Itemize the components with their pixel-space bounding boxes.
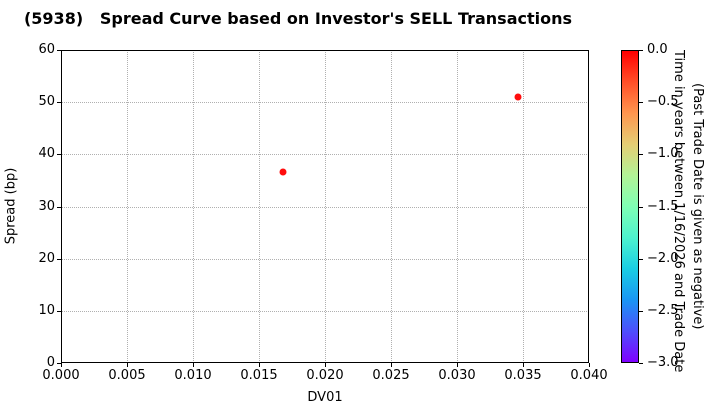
y-gridline [61, 154, 589, 155]
chart-title: (5938) Spread Curve based on Investor's … [23, 9, 573, 28]
colorbar-tick-label: −1.0 [647, 146, 679, 161]
colorbar-tick-label: −1.5 [647, 199, 679, 214]
colorbar-tick-label: −2.0 [647, 251, 679, 266]
colorbar-tick-mark [639, 102, 643, 103]
x-tick-label: 0.030 [438, 368, 476, 383]
y-tick-mark [57, 259, 61, 260]
y-tick-label: 40 [38, 146, 55, 161]
colorbar-label: Time in years between 1/16/2026 and Trad… [669, 50, 707, 373]
x-tick-mark [127, 363, 128, 367]
x-axis-label: DV01 [307, 390, 343, 405]
x-gridline [523, 50, 524, 363]
y-gridline [61, 102, 589, 103]
x-tick-label: 0.020 [306, 368, 344, 383]
x-tick-label: 0.025 [372, 368, 410, 383]
x-tick-mark [193, 363, 194, 367]
colorbar-tick-label: −2.5 [647, 303, 679, 318]
y-tick-mark [57, 102, 61, 103]
colorbar-tick-mark [639, 259, 643, 260]
colorbar-tick-mark [639, 50, 643, 51]
y-tick-label: 20 [38, 251, 55, 266]
y-axis-label: Spread (bp) [3, 167, 19, 245]
x-tick-label: 0.000 [42, 368, 80, 383]
x-tick-label: 0.005 [108, 368, 146, 383]
colorbar-tick-mark [639, 363, 643, 364]
colorbar-label-line1: Time in years between 1/16/2026 and Trad… [671, 50, 686, 373]
colorbar-tick-label: −0.5 [647, 94, 679, 109]
plot-area [61, 50, 589, 363]
colorbar-tick-mark [639, 207, 643, 208]
colorbar-label-line2: (Past Trade Date is given as negative) [690, 83, 705, 330]
x-tick-mark [325, 363, 326, 367]
x-tick-mark [457, 363, 458, 367]
colorbar-tick-label: −3.0 [647, 355, 679, 370]
colorbar-tick-mark [639, 154, 643, 155]
y-tick-label: 0 [46, 355, 55, 370]
y-gridline [61, 311, 589, 312]
y-gridline [61, 259, 589, 260]
x-gridline [391, 50, 392, 363]
colorbar-tick-mark [639, 311, 643, 312]
colorbar-tick-label: 0.0 [647, 42, 668, 57]
x-tick-label: 0.010 [174, 368, 212, 383]
x-tick-mark [259, 363, 260, 367]
x-gridline [325, 50, 326, 363]
x-tick-label: 0.040 [570, 368, 608, 383]
y-tick-label: 30 [38, 199, 55, 214]
x-gridline [457, 50, 458, 363]
y-tick-label: 60 [38, 42, 55, 57]
y-gridline [61, 207, 589, 208]
x-tick-label: 0.015 [240, 368, 278, 383]
y-tick-mark [57, 154, 61, 155]
x-gridline [127, 50, 128, 363]
data-point [279, 168, 287, 176]
y-tick-mark [57, 363, 61, 364]
x-tick-mark [61, 363, 62, 367]
y-tick-mark [57, 207, 61, 208]
x-tick-mark [589, 363, 590, 367]
y-tick-mark [57, 311, 61, 312]
x-tick-mark [523, 363, 524, 367]
x-gridline [193, 50, 194, 363]
data-point [514, 93, 522, 101]
y-tick-mark [57, 50, 61, 51]
y-tick-label: 50 [38, 94, 55, 109]
x-tick-label: 0.035 [504, 368, 542, 383]
y-tick-label: 10 [38, 303, 55, 318]
colorbar [621, 50, 639, 363]
x-gridline [259, 50, 260, 363]
x-tick-mark [391, 363, 392, 367]
